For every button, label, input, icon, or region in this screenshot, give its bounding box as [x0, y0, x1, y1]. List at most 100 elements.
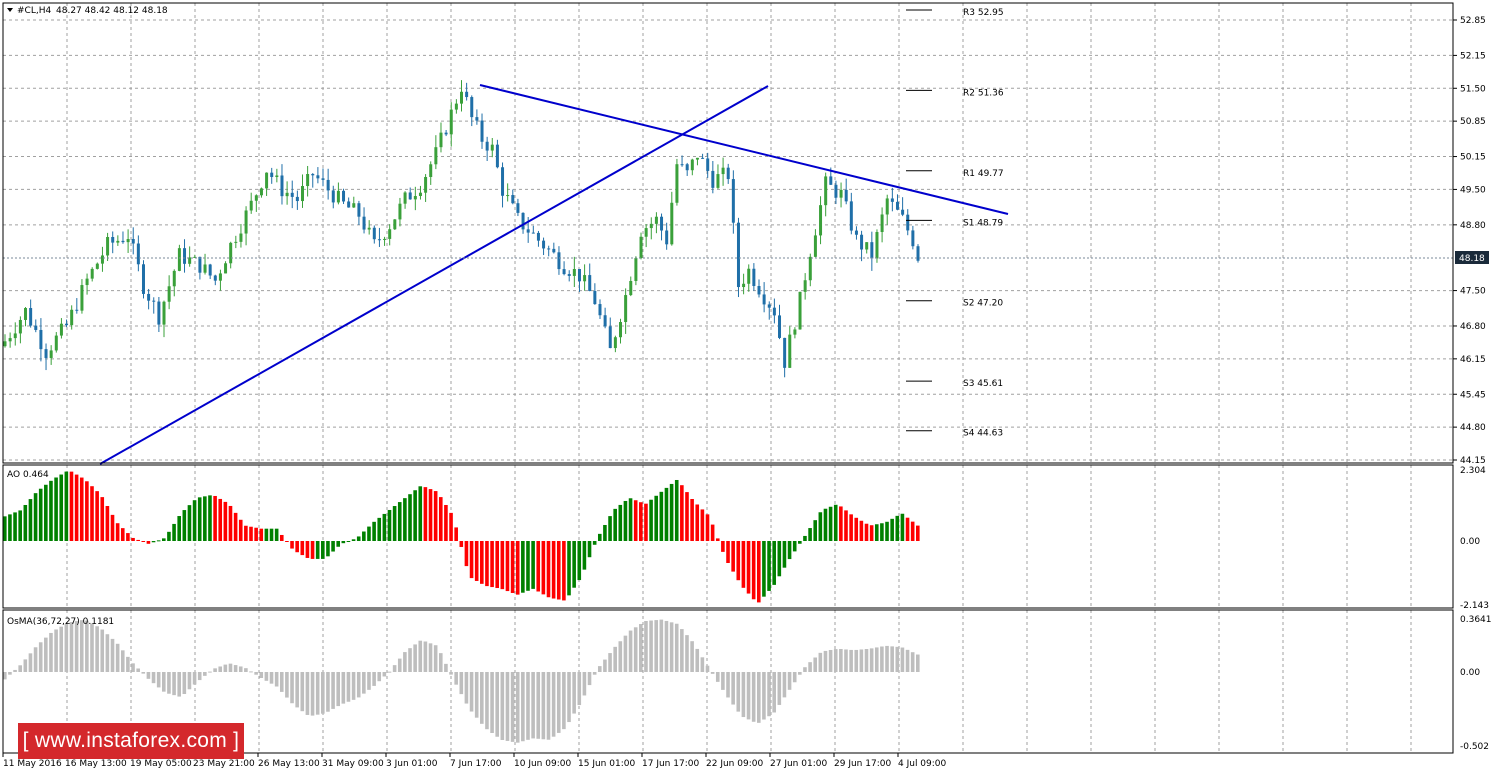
- candle-bearish: [408, 192, 412, 200]
- descending-trendline[interactable]: [479, 84, 1009, 215]
- ao-bar: [18, 510, 22, 541]
- candle-bearish: [860, 234, 864, 250]
- osma-tick-label: -0.502: [1460, 742, 1489, 752]
- osma-bar: [890, 646, 894, 672]
- dropdown-arrow-icon[interactable]: [7, 8, 13, 12]
- ao-bar: [218, 498, 223, 541]
- ao-bar: [746, 541, 751, 594]
- candle-bearish: [685, 164, 689, 171]
- candle-bullish: [85, 278, 89, 286]
- candle-bullish: [865, 242, 869, 250]
- candle-bullish: [126, 239, 130, 243]
- candle-bullish: [80, 285, 84, 311]
- candle-bearish: [547, 248, 551, 250]
- osma-bar: [326, 672, 330, 712]
- osma-bar: [828, 650, 833, 672]
- candle-bullish: [352, 203, 356, 208]
- ao-bar: [367, 526, 371, 541]
- candle-bearish: [29, 308, 33, 326]
- time-tick-label: 16 May 13:00: [65, 759, 127, 769]
- candle-bearish: [357, 203, 361, 217]
- ao-bar: [326, 541, 330, 557]
- instaforex-watermark[interactable]: [ www.instaforex.com ]: [18, 723, 244, 759]
- ao-bar: [916, 525, 920, 541]
- price-panel-frame: [2, 2, 1454, 464]
- osma-bar: [336, 672, 340, 707]
- osma-bar: [392, 665, 397, 672]
- osma-bar: [167, 672, 171, 694]
- candle-bullish: [70, 309, 74, 326]
- osma-bar: [162, 672, 166, 692]
- ao-bar: [336, 541, 340, 547]
- osma-bar: [54, 629, 58, 672]
- ao-bar: [213, 495, 217, 541]
- osma-bar: [798, 672, 802, 675]
- candle-bullish: [490, 144, 494, 151]
- candle-bearish: [147, 293, 151, 301]
- ao-bar: [669, 483, 674, 541]
- osma-bar: [454, 672, 458, 685]
- candle-bullish: [690, 159, 694, 171]
- osma-bar: [895, 646, 900, 672]
- time-tick-label: 15 Jun 01:00: [578, 759, 635, 769]
- price-tick-label: 51.50: [1460, 84, 1486, 94]
- candle-bullish: [613, 337, 617, 349]
- time-tick-label: 29 Jun 17:00: [834, 759, 891, 769]
- candle-bearish: [213, 275, 217, 281]
- osma-bar: [787, 672, 792, 690]
- osma-bar: [259, 672, 264, 678]
- ao-bar: [556, 541, 561, 600]
- ao-bar: [659, 491, 664, 541]
- price-tick-label: 49.50: [1460, 185, 1486, 195]
- candle-bearish: [531, 232, 535, 234]
- candle-bearish: [911, 230, 915, 247]
- candle-bearish: [295, 196, 299, 202]
- candle-bearish: [557, 252, 561, 270]
- osma-bar: [218, 666, 223, 672]
- osma-bar: [628, 630, 633, 672]
- candle-bearish: [290, 192, 294, 197]
- ao-bar: [864, 523, 869, 541]
- ao-bar: [300, 541, 305, 556]
- ao-bar: [346, 541, 351, 542]
- candle-bullish: [203, 264, 207, 273]
- ao-bar: [828, 506, 833, 541]
- candle-bearish: [772, 307, 776, 316]
- candle-bullish: [100, 255, 104, 264]
- candle-bullish: [336, 190, 340, 203]
- ao-bar: [95, 491, 99, 541]
- candle-bullish: [439, 132, 443, 148]
- osma-bar: [900, 647, 905, 672]
- osma-bar: [751, 672, 756, 722]
- candle-bearish: [752, 268, 756, 287]
- candle-bearish: [767, 304, 771, 308]
- candle-bearish: [311, 174, 315, 176]
- panel-frames: [2, 2, 1454, 754]
- ascending-trendline[interactable]: [99, 85, 769, 465]
- candle-bullish: [454, 103, 458, 110]
- candle-bearish: [321, 178, 325, 180]
- ao-bar: [126, 533, 130, 541]
- time-tick-label: 10 Jun 09:00: [514, 759, 571, 769]
- ao-bar: [521, 541, 525, 593]
- osma-title: OsMA(36,72,27) 0.1181: [7, 617, 114, 627]
- candle-bullish: [798, 291, 802, 330]
- candle-bullish: [695, 157, 699, 160]
- ao-bar: [290, 541, 294, 549]
- osma-bar: [146, 672, 151, 679]
- osma-bar: [331, 672, 335, 709]
- osma-bar: [731, 672, 735, 705]
- pivot-levels: R3 52.95 R2 51.36 R1 49.77 S1 48.79 S2 47.20…: [906, 8, 1004, 439]
- candle-bullish: [634, 258, 638, 281]
- candle-bearish: [834, 184, 838, 198]
- current-price-tag: [1455, 251, 1489, 264]
- ao-bar: [649, 499, 653, 541]
- ao-bar: [777, 541, 782, 577]
- osma-bar: [839, 648, 843, 672]
- price-tick-label: 45.45: [1460, 390, 1486, 400]
- candle-bearish: [567, 274, 571, 276]
- osma-bar: [762, 672, 766, 720]
- osma-bar: [813, 657, 818, 672]
- ao-bar: [141, 541, 146, 542]
